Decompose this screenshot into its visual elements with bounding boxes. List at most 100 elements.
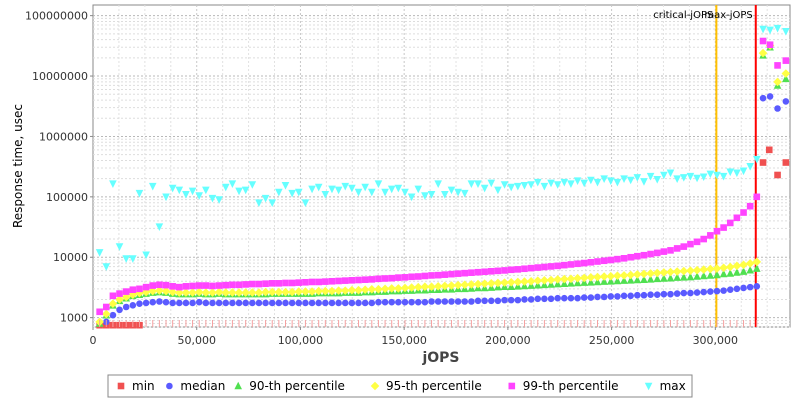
- y-tick-label: 1000: [60, 312, 88, 325]
- data-point: [315, 278, 322, 286]
- data-point: [540, 182, 549, 191]
- x-tick-label: 250,000: [589, 334, 635, 347]
- data-points: [95, 24, 791, 329]
- critical-jOPS-label: critical-jOPS: [653, 10, 713, 21]
- data-point: [746, 202, 754, 210]
- legend-label: max: [660, 379, 686, 393]
- data-point: [554, 294, 561, 302]
- data-point: [540, 276, 549, 285]
- data-point: [235, 187, 243, 196]
- legend-frame: [107, 374, 693, 398]
- data-point: [487, 268, 495, 275]
- data-point: [520, 182, 529, 190]
- data-point: [713, 227, 721, 235]
- data-point: [129, 255, 137, 263]
- data-point: [453, 280, 463, 290]
- data-point: [660, 171, 668, 180]
- data-point: [726, 168, 735, 177]
- data-point: [168, 287, 177, 297]
- data-point: [129, 302, 137, 309]
- data-point: [288, 279, 296, 287]
- data-point: [322, 299, 329, 307]
- data-point: [248, 288, 257, 297]
- data-point: [440, 281, 450, 291]
- data-point: [222, 299, 230, 307]
- data-point: [387, 185, 396, 194]
- data-point: [268, 299, 276, 307]
- data-point: [149, 282, 157, 289]
- data-point: [733, 214, 741, 222]
- data-point: [547, 295, 555, 303]
- data-point: [541, 295, 548, 303]
- data-point: [414, 298, 422, 306]
- data-point: [156, 281, 163, 289]
- data-point: [321, 191, 330, 199]
- data-point: [328, 299, 336, 307]
- data-point: [421, 192, 429, 200]
- data-point: [765, 146, 773, 154]
- data-point: [189, 299, 196, 307]
- data-point: [501, 296, 508, 304]
- data-point: [401, 188, 409, 197]
- data-point: [255, 199, 263, 207]
- data-point: [481, 268, 488, 276]
- data-point: [620, 255, 628, 262]
- data-point: [162, 281, 170, 289]
- data-point: [109, 180, 117, 189]
- data-point: [102, 263, 111, 271]
- data-point: [156, 298, 163, 305]
- data-point: [766, 93, 774, 100]
- data-point: [129, 286, 137, 294]
- data-point: [474, 180, 482, 189]
- data-point: [746, 283, 754, 291]
- data-point: [434, 180, 442, 189]
- data-point: [627, 253, 634, 261]
- x-tick-label: 150,000: [381, 334, 427, 347]
- data-point: [640, 291, 648, 299]
- data-point: [501, 267, 508, 274]
- data-point: [533, 276, 543, 285]
- data-point: [314, 183, 323, 192]
- data-point: [773, 24, 782, 33]
- data-point: [175, 186, 184, 195]
- data-point: [666, 273, 675, 282]
- data-point: [759, 159, 767, 166]
- data-point: [354, 285, 363, 295]
- data-point: [108, 299, 118, 309]
- data-point: [347, 285, 357, 295]
- data-point: [414, 273, 422, 280]
- data-point: [487, 297, 495, 305]
- legend-label: 99-th percentile: [523, 379, 619, 393]
- data-point: [726, 286, 734, 294]
- data-point: [740, 209, 747, 216]
- data-point: [288, 299, 296, 307]
- data-point: [507, 296, 515, 304]
- data-point: [513, 277, 523, 287]
- data-point: [188, 288, 197, 297]
- data-point: [782, 159, 790, 166]
- plot-area: [92, 4, 791, 328]
- data-point: [334, 186, 343, 195]
- data-point: [215, 282, 223, 289]
- data-point: [441, 271, 449, 278]
- data-point: [653, 274, 662, 283]
- data-point: [142, 283, 150, 291]
- 95-th-percentile-series: [95, 41, 791, 327]
- data-point: [494, 186, 502, 195]
- data-point: [228, 180, 237, 189]
- data-point: [421, 272, 429, 280]
- data-point: [468, 269, 475, 276]
- data-point: [229, 281, 236, 289]
- data-point: [746, 265, 754, 274]
- data-point: [315, 299, 322, 307]
- data-point: [249, 299, 256, 307]
- data-point: [295, 279, 303, 286]
- data-point: [606, 177, 615, 186]
- data-point: [673, 273, 681, 281]
- x-tick-label: 50,000: [177, 334, 216, 347]
- data-point: [328, 185, 336, 194]
- data-point: [679, 273, 688, 281]
- data-point: [96, 308, 103, 316]
- data-point: [314, 286, 323, 296]
- data-point: [667, 247, 674, 254]
